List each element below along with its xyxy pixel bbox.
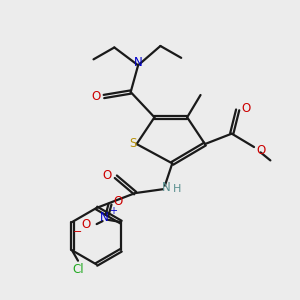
Text: +: +: [109, 206, 117, 216]
Text: O: O: [92, 90, 101, 103]
Text: N: N: [134, 56, 143, 69]
Text: H: H: [173, 184, 182, 194]
Text: O: O: [257, 143, 266, 157]
Text: O: O: [114, 195, 123, 208]
Text: O: O: [242, 102, 250, 115]
Text: −: −: [73, 226, 83, 236]
Text: O: O: [103, 169, 112, 182]
Text: N: N: [100, 211, 109, 224]
Text: O: O: [81, 218, 90, 231]
Text: Cl: Cl: [73, 262, 84, 275]
Text: S: S: [129, 137, 137, 150]
Text: N: N: [162, 181, 171, 194]
